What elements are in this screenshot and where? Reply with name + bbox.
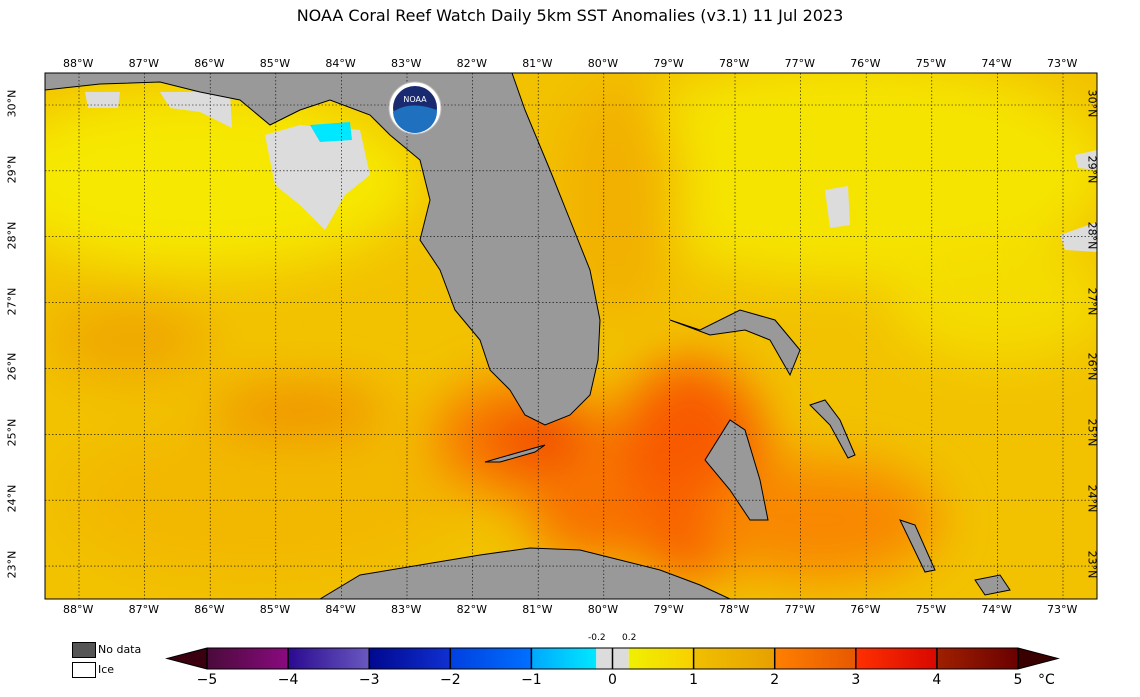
colorbar-tick-label: −5 (196, 672, 218, 688)
colorbar-bin (369, 648, 451, 669)
lon-label-top: 87°W (128, 57, 159, 70)
grand-bahama-island (669, 309, 801, 377)
lon-label-bottom: 85°W (259, 603, 291, 616)
colorbar-tick-label: 5 (1013, 672, 1023, 688)
colorbar-outline (165, 647, 1060, 670)
colorbar-small-tick: -0.2 (588, 633, 606, 643)
graticule (45, 73, 1097, 599)
ice-swatch (72, 662, 96, 678)
lon-label-bottom: 80°W (587, 603, 619, 616)
lon-label-bottom: 86°W (194, 603, 225, 616)
colorbar-bin (531, 648, 597, 669)
lon-label-top: 75°W (915, 57, 947, 70)
lat-label-right: 25°N (1085, 418, 1099, 447)
lon-label-bottom: 88°W (63, 603, 94, 616)
lon-label-top: 77°W (784, 57, 815, 70)
colorbar-bin (693, 648, 775, 669)
colorbar (165, 647, 1060, 670)
map-frame (44, 72, 1098, 600)
colorbar-bin (855, 648, 937, 669)
colorbar-tick-label: −4 (277, 672, 299, 688)
nodata-swatch (72, 642, 96, 658)
lat-label-left: 26°N (5, 353, 19, 381)
lon-label-bottom: 76°W (850, 603, 881, 616)
lon-label-bottom: 82°W (456, 603, 487, 616)
lat-label-left: 25°N (5, 418, 19, 447)
lon-label-bottom: 74°W (981, 603, 1012, 616)
lat-label-right: 24°N (1085, 484, 1099, 513)
florida-land (45, 73, 601, 426)
lat-label-right: 28°N (1085, 221, 1099, 250)
lon-label-top: 74°W (981, 57, 1012, 70)
colorbar-bin (207, 648, 289, 669)
lon-label-bottom: 81°W (522, 603, 553, 616)
lon-label-top: 73°W (1047, 57, 1078, 70)
colorbar-extend-arrow (167, 648, 207, 669)
colorbar-unit: °C (1038, 672, 1055, 688)
lat-label-left: 28°N (5, 221, 19, 250)
lon-label-top: 81°W (522, 57, 553, 70)
lat-label-left: 30°N (5, 89, 19, 118)
colorbar-tick-label: 0 (608, 672, 617, 688)
lon-label-top: 79°W (653, 57, 684, 70)
colorbar-tick-label: −3 (358, 672, 380, 688)
land-masses (45, 73, 1011, 599)
lon-label-top: 85°W (259, 57, 291, 70)
colorbar-bin (774, 648, 856, 669)
lat-label-left: 23°N (5, 550, 19, 579)
lon-label-top: 88°W (63, 57, 94, 70)
colorbar-tick-label: 4 (932, 672, 942, 688)
noaa-logo: NOAA (388, 81, 442, 135)
colorbar-bin (936, 648, 1018, 669)
colorbar-tick-label: 3 (851, 672, 861, 688)
colorbar-tick-label: 2 (770, 672, 780, 688)
colorbar-small-tick: 0.2 (622, 633, 637, 643)
lat-label-right: 23°N (1085, 550, 1099, 579)
lon-label-top: 86°W (194, 57, 225, 70)
colorbar-bin (450, 648, 532, 669)
lon-label-bottom: 87°W (128, 603, 159, 616)
eleuthera-island (809, 399, 856, 459)
lon-label-top: 80°W (587, 57, 619, 70)
colorbar-tick-label: −2 (439, 672, 461, 688)
lat-label-left: 27°N (5, 287, 19, 315)
colorbar-tick-label: −1 (521, 672, 542, 688)
lat-label-left: 29°N (5, 155, 19, 184)
lat-label-left: 24°N (5, 484, 19, 513)
lon-label-bottom: 84°W (325, 603, 356, 616)
lon-label-bottom: 78°W (719, 603, 750, 616)
long-island (899, 519, 936, 573)
cuba-land (319, 547, 731, 599)
colorbar-bin (288, 648, 370, 669)
lon-label-top: 83°W (391, 57, 422, 70)
colorbar-bin (628, 648, 694, 669)
lat-label-right: 30°N (1085, 89, 1099, 118)
lon-label-bottom: 77°W (784, 603, 815, 616)
colorbar-extend-arrow (1018, 648, 1058, 669)
inagua-island (974, 574, 1011, 596)
lon-label-top: 78°W (719, 57, 750, 70)
lon-label-top: 76°W (850, 57, 881, 70)
lat-label-right: 29°N (1085, 155, 1099, 184)
lon-label-top: 82°W (456, 57, 487, 70)
map-title: NOAA Coral Reef Watch Daily 5km SST Anom… (296, 6, 844, 25)
lon-label-bottom: 79°W (653, 603, 684, 616)
lon-label-top: 84°W (325, 57, 356, 70)
colorbar-tick-label: 1 (689, 672, 699, 688)
lon-label-bottom: 75°W (915, 603, 947, 616)
ice-label: Ice (98, 663, 115, 676)
svg-text:NOAA: NOAA (403, 95, 427, 104)
lon-label-bottom: 83°W (391, 603, 422, 616)
nodata-label: No data (98, 643, 142, 656)
lat-label-right: 27°N (1085, 287, 1099, 315)
keys-land (484, 444, 546, 463)
lat-label-right: 26°N (1085, 353, 1099, 381)
lon-label-bottom: 73°W (1047, 603, 1078, 616)
